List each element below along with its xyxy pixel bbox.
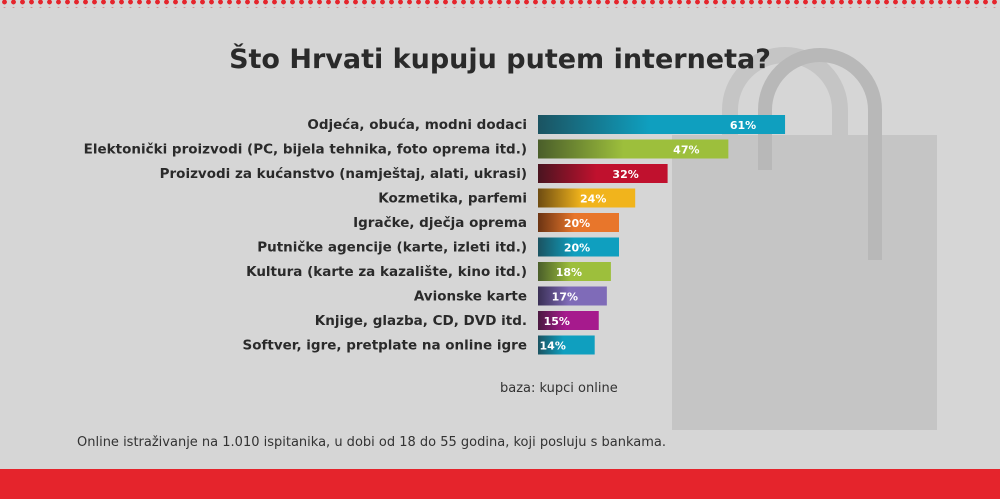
category-label: Softver, igre, pretplate na online igre [243,338,528,354]
value-label: 32% [612,168,638,181]
bar [538,335,595,355]
value-label: 24% [580,193,606,206]
category-label: Igračke, dječja oprema [353,215,527,231]
bar [538,115,786,134]
category-label: Proizvodi za kućanstvo (namještaj, alati… [160,166,527,182]
bar [538,188,636,208]
value-label: 18% [556,266,582,279]
value-label: 47% [673,144,699,157]
bar [538,213,619,232]
bottom-red-band [0,469,1000,499]
bar [538,164,668,183]
category-label: Odjeća, obuća, modni dodaci [307,117,527,133]
bar [538,311,599,330]
value-label: 15% [544,315,570,328]
category-label: Kozmetika, parfemi [378,191,527,207]
bar [538,262,611,281]
shopping-bag-icon [672,47,937,430]
value-label: 20% [564,242,590,255]
value-label: 61% [730,119,756,132]
bar [538,237,619,257]
bar [538,286,607,306]
category-label: Putničke agencije (karte, izleti itd.) [257,240,527,256]
category-label: Elektonički proizvodi (PC, bijela tehnik… [84,142,527,158]
base-note: baza: kupci online [500,381,618,396]
top-dotted-border [0,0,1000,8]
value-label: 14% [540,340,566,353]
category-label: Knjige, glazba, CD, DVD itd. [315,313,527,329]
category-label: Kultura (karte za kazalište, kino itd.) [246,264,527,280]
bar-chart: Odjeća, obuća, modni dodaci 61% Elektoničk… [84,115,786,355]
survey-footnote: Online istraživanje na 1.010 ispitanika,… [77,435,667,450]
value-label: 17% [552,291,578,304]
value-label: 20% [564,217,590,230]
bar [538,139,729,159]
chart-title: Što Hrvati kupuju putem interneta? [229,44,771,75]
category-label: Avionske karte [414,289,527,305]
